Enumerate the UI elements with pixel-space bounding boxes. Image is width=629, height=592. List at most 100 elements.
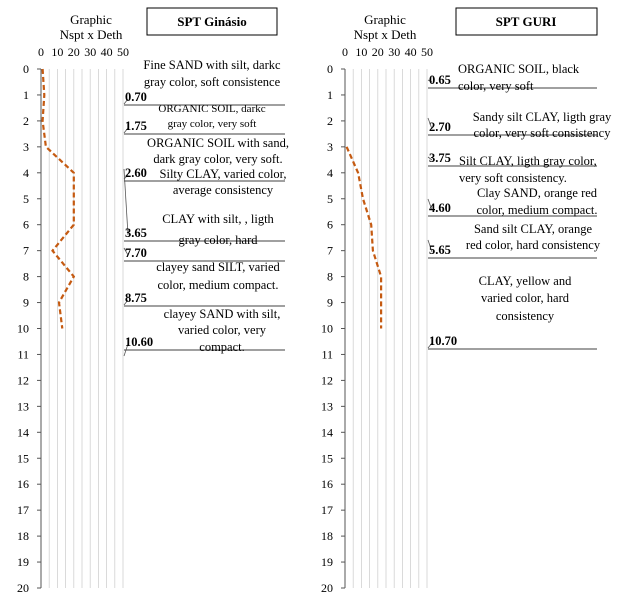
layer-description: ORGANIC SOIL with sand, (147, 136, 289, 150)
layer-description: color, very soft consistency (474, 126, 612, 140)
chart-title: SPT Ginásio (177, 14, 246, 29)
layer-description: compact. (199, 340, 244, 354)
layer-description: varied color, very (178, 323, 267, 337)
layer-depth-label: 10.60 (125, 335, 153, 349)
depth-leader-line (123, 98, 129, 105)
layer-depth-label: 1.75 (125, 119, 147, 133)
y-tick-label: 18 (321, 529, 333, 543)
layer-depth-label: 0.65 (429, 73, 451, 87)
x-tick-label: 50 (117, 45, 129, 59)
depth-leader-line (427, 156, 433, 161)
y-tick-label: 5 (327, 192, 333, 206)
y-tick-label: 16 (321, 477, 333, 491)
layer-depth-label: 5.65 (429, 243, 451, 257)
y-tick-label: 0 (327, 62, 333, 76)
layer-description: clayey SAND with silt, (164, 307, 281, 321)
x-tick-label: 40 (101, 45, 113, 59)
layer-depth-label: 3.75 (429, 151, 451, 165)
x-tick-label: 30 (84, 45, 96, 59)
y-tick-label: 1 (23, 88, 29, 102)
layer-description: red color, hard consistency (466, 238, 601, 252)
x-tick-label: 0 (38, 45, 44, 59)
y-tick-label: 9 (23, 296, 29, 310)
layer-description: dark gray color, very soft. (153, 152, 282, 166)
depth-leader-line (427, 198, 433, 211)
y-tick-label: 20 (321, 581, 333, 592)
nspt-series-line (345, 146, 383, 329)
y-tick-label: 5 (23, 192, 29, 206)
depth-leader-line (427, 117, 433, 130)
layer-depth-label: 2.60 (125, 166, 147, 180)
x-tick-label: 10 (51, 45, 63, 59)
layer-description: ORGANIC SOIL, darkc (158, 103, 265, 115)
y-tick-label: 9 (327, 296, 333, 310)
axis-title-line: Nspt x Deth (354, 27, 417, 42)
layer-description: color, medium compact. (477, 203, 598, 217)
y-tick-label: 10 (17, 322, 29, 336)
layer-depth-label: 7.70 (125, 246, 147, 260)
y-tick-label: 3 (23, 140, 29, 154)
layer-description: gray color, very soft (168, 118, 257, 130)
y-tick-label: 18 (17, 529, 29, 543)
y-tick-label: 4 (327, 166, 333, 180)
layer-depth-label: 2.70 (429, 120, 451, 134)
depth-leader-line (123, 127, 129, 134)
layer-depth-label: 8.75 (125, 291, 147, 305)
y-tick-label: 19 (321, 555, 333, 569)
layer-description: consistency (496, 309, 555, 323)
layer-description: color, very soft (458, 79, 534, 93)
layer-description: Sand silt CLAY, orange (474, 222, 593, 236)
axis-title-line: Graphic (364, 12, 406, 27)
depth-leader-line (427, 79, 433, 83)
y-tick-label: 17 (321, 503, 333, 517)
y-tick-label: 3 (327, 140, 333, 154)
y-tick-label: 6 (327, 218, 333, 232)
layer-description: ORGANIC SOIL, black (458, 62, 580, 76)
layer-description: CLAY with silt, , ligth (162, 212, 274, 226)
x-tick-label: 20 (372, 45, 384, 59)
layer-description: average consistency (173, 183, 274, 197)
layer-description: CLAY, yellow and (479, 274, 572, 288)
depth-leader-line (427, 342, 433, 349)
y-tick-label: 16 (17, 477, 29, 491)
layer-description: Silt CLAY, ligth gray color, (459, 154, 597, 168)
title-box (146, 7, 278, 36)
y-tick-label: 20 (17, 581, 29, 592)
x-tick-label: 20 (68, 45, 80, 59)
layer-description: Fine SAND with silt, darkc (143, 58, 281, 72)
y-tick-label: 12 (321, 373, 333, 387)
layer-depth-label: 0.70 (125, 90, 147, 104)
x-tick-label: 10 (355, 45, 367, 59)
y-tick-label: 7 (327, 244, 333, 258)
y-tick-label: 8 (327, 270, 333, 284)
y-tick-label: 19 (17, 555, 29, 569)
depth-leader-line (123, 247, 129, 256)
layer-depth-label: 10.70 (429, 334, 457, 348)
y-tick-label: 14 (17, 425, 29, 439)
nspt-series-line (41, 68, 76, 329)
layer-description: Silty CLAY, varied color, (160, 167, 287, 181)
y-tick-label: 2 (327, 114, 333, 128)
y-tick-label: 1 (327, 88, 333, 102)
layer-description: Sandy silt CLAY, ligth gray (473, 110, 612, 124)
y-tick-label: 11 (321, 347, 333, 361)
y-tick-label: 11 (17, 347, 29, 361)
x-tick-label: 0 (342, 45, 348, 59)
x-tick-label: 30 (388, 45, 400, 59)
y-tick-label: 4 (23, 166, 29, 180)
y-tick-label: 15 (17, 451, 29, 465)
layer-description: clayey sand SILT, varied (156, 260, 280, 274)
y-tick-label: 8 (23, 270, 29, 284)
chart-title: SPT GURI (496, 14, 557, 29)
axis-title-line: Nspt x Deth (60, 27, 123, 42)
layer-description: Clay SAND, orange red (477, 186, 598, 200)
y-tick-label: 2 (23, 114, 29, 128)
y-tick-label: 7 (23, 244, 29, 258)
layer-depth-label: 3.65 (125, 226, 147, 240)
x-tick-label: 50 (421, 45, 433, 59)
y-tick-label: 14 (321, 425, 333, 439)
depth-leader-line (123, 168, 129, 236)
